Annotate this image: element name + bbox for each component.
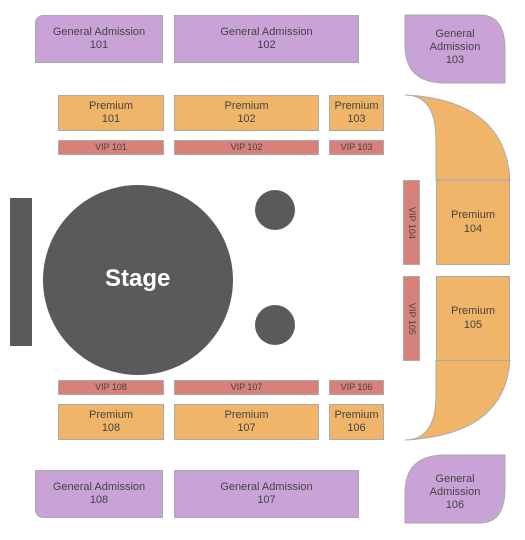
section-number: 106: [446, 499, 464, 512]
section-ga103[interactable]: General Admission103: [415, 25, 495, 70]
stage-small-circle-bottom: [255, 305, 295, 345]
section-number: 108: [102, 422, 120, 435]
section-ga108[interactable]: General Admission108: [35, 470, 163, 518]
section-name: General Admission: [415, 473, 495, 499]
section-vip102[interactable]: VIP 102: [174, 140, 319, 155]
section-name: Premium: [89, 409, 133, 422]
section-name: General Admission: [220, 481, 312, 494]
section-name: VIP 105: [406, 303, 417, 335]
section-ga106[interactable]: General Admission106: [415, 470, 495, 515]
section-prem101[interactable]: Premium101: [58, 95, 164, 131]
section-ga102[interactable]: General Admission102: [174, 15, 359, 63]
section-number: 101: [102, 113, 120, 126]
section-prem104[interactable]: Premium104: [436, 180, 510, 265]
section-name: General Admission: [415, 28, 495, 54]
section-ga107[interactable]: General Admission107: [174, 470, 359, 518]
section-name: Premium: [334, 409, 378, 422]
section-name: Premium: [334, 100, 378, 113]
section-vip104[interactable]: VIP 104: [403, 180, 420, 265]
section-name: Premium: [224, 409, 268, 422]
section-vip106[interactable]: VIP 106: [329, 380, 384, 395]
section-number: 102: [237, 113, 255, 126]
section-number: 103: [446, 54, 464, 67]
section-number: 104: [464, 223, 482, 236]
section-prem107[interactable]: Premium107: [174, 404, 319, 440]
section-vip107[interactable]: VIP 107: [174, 380, 319, 395]
stage-small-circle-top: [255, 190, 295, 230]
section-prem103[interactable]: Premium103: [329, 95, 384, 131]
section-number: 103: [347, 113, 365, 126]
section-number: 106: [347, 422, 365, 435]
section-name: VIP 106: [341, 382, 373, 393]
section-name: VIP 101: [95, 142, 127, 153]
section-number: 105: [464, 319, 482, 332]
stage-label: Stage: [105, 265, 170, 293]
section-vip108[interactable]: VIP 108: [58, 380, 164, 395]
section-prem108[interactable]: Premium108: [58, 404, 164, 440]
section-name: General Admission: [53, 481, 145, 494]
section-vip105[interactable]: VIP 105: [403, 276, 420, 361]
section-name: Premium: [224, 100, 268, 113]
section-name: General Admission: [53, 26, 145, 39]
section-name: VIP 104: [406, 207, 417, 239]
section-number: 108: [90, 494, 108, 507]
premium-arc-bottom: [405, 360, 510, 440]
section-number: 107: [237, 422, 255, 435]
section-number: 101: [90, 39, 108, 52]
section-name: Premium: [451, 305, 495, 318]
section-vip101[interactable]: VIP 101: [58, 140, 164, 155]
section-ga101[interactable]: General Admission101: [35, 15, 163, 63]
section-prem106[interactable]: Premium106: [329, 404, 384, 440]
section-prem105[interactable]: Premium105: [436, 276, 510, 361]
side-block: [10, 198, 32, 346]
section-name: Premium: [89, 100, 133, 113]
section-name: VIP 107: [231, 382, 263, 393]
section-number: 107: [257, 494, 275, 507]
section-name: VIP 103: [341, 142, 373, 153]
section-vip103[interactable]: VIP 103: [329, 140, 384, 155]
section-name: General Admission: [220, 26, 312, 39]
section-name: VIP 102: [231, 142, 263, 153]
section-prem102[interactable]: Premium102: [174, 95, 319, 131]
seating-chart: General Admission101General Admission102…: [0, 0, 525, 503]
section-name: VIP 108: [95, 382, 127, 393]
premium-arc-top: [405, 95, 510, 180]
section-number: 102: [257, 39, 275, 52]
section-name: Premium: [451, 209, 495, 222]
